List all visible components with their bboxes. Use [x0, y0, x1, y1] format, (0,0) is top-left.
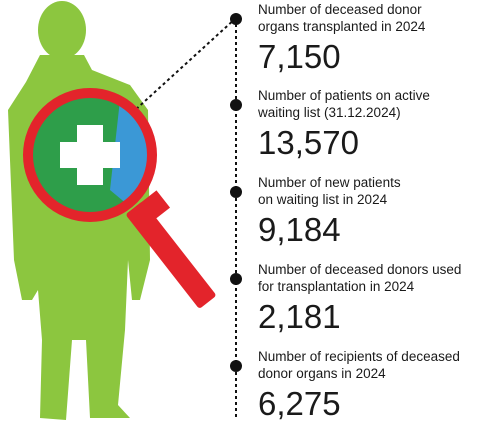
- bullet: [230, 360, 242, 372]
- infographic: Number of deceased donor organs transplan…: [0, 0, 485, 424]
- item-value: 13,570: [258, 124, 359, 161]
- item-value: 7,150: [258, 38, 341, 75]
- item-label: Number of recipients of deceased: [258, 349, 460, 364]
- item-label: for transplantation in 2024: [258, 279, 415, 294]
- item-label: on waiting list in 2024: [258, 192, 388, 207]
- item-label: organs transplanted in 2024: [258, 19, 426, 34]
- bullet: [230, 186, 242, 198]
- bullet: [230, 99, 242, 111]
- item-label: Number of deceased donors used: [258, 262, 461, 277]
- item-label: donor organs in 2024: [258, 366, 386, 381]
- item-label: Number of deceased donor: [258, 2, 422, 17]
- item-value: 9,184: [258, 211, 341, 248]
- item-value: 6,275: [258, 385, 341, 422]
- bullet: [230, 273, 242, 285]
- item-label: Number of new patients: [258, 175, 401, 190]
- item-label: waiting list (31.12.2024): [257, 105, 401, 120]
- items: Number of deceased donor organs transplan…: [230, 2, 461, 422]
- item-label: Number of patients on active: [258, 88, 430, 103]
- bullet: [230, 13, 242, 25]
- item-value: 2,181: [258, 298, 341, 335]
